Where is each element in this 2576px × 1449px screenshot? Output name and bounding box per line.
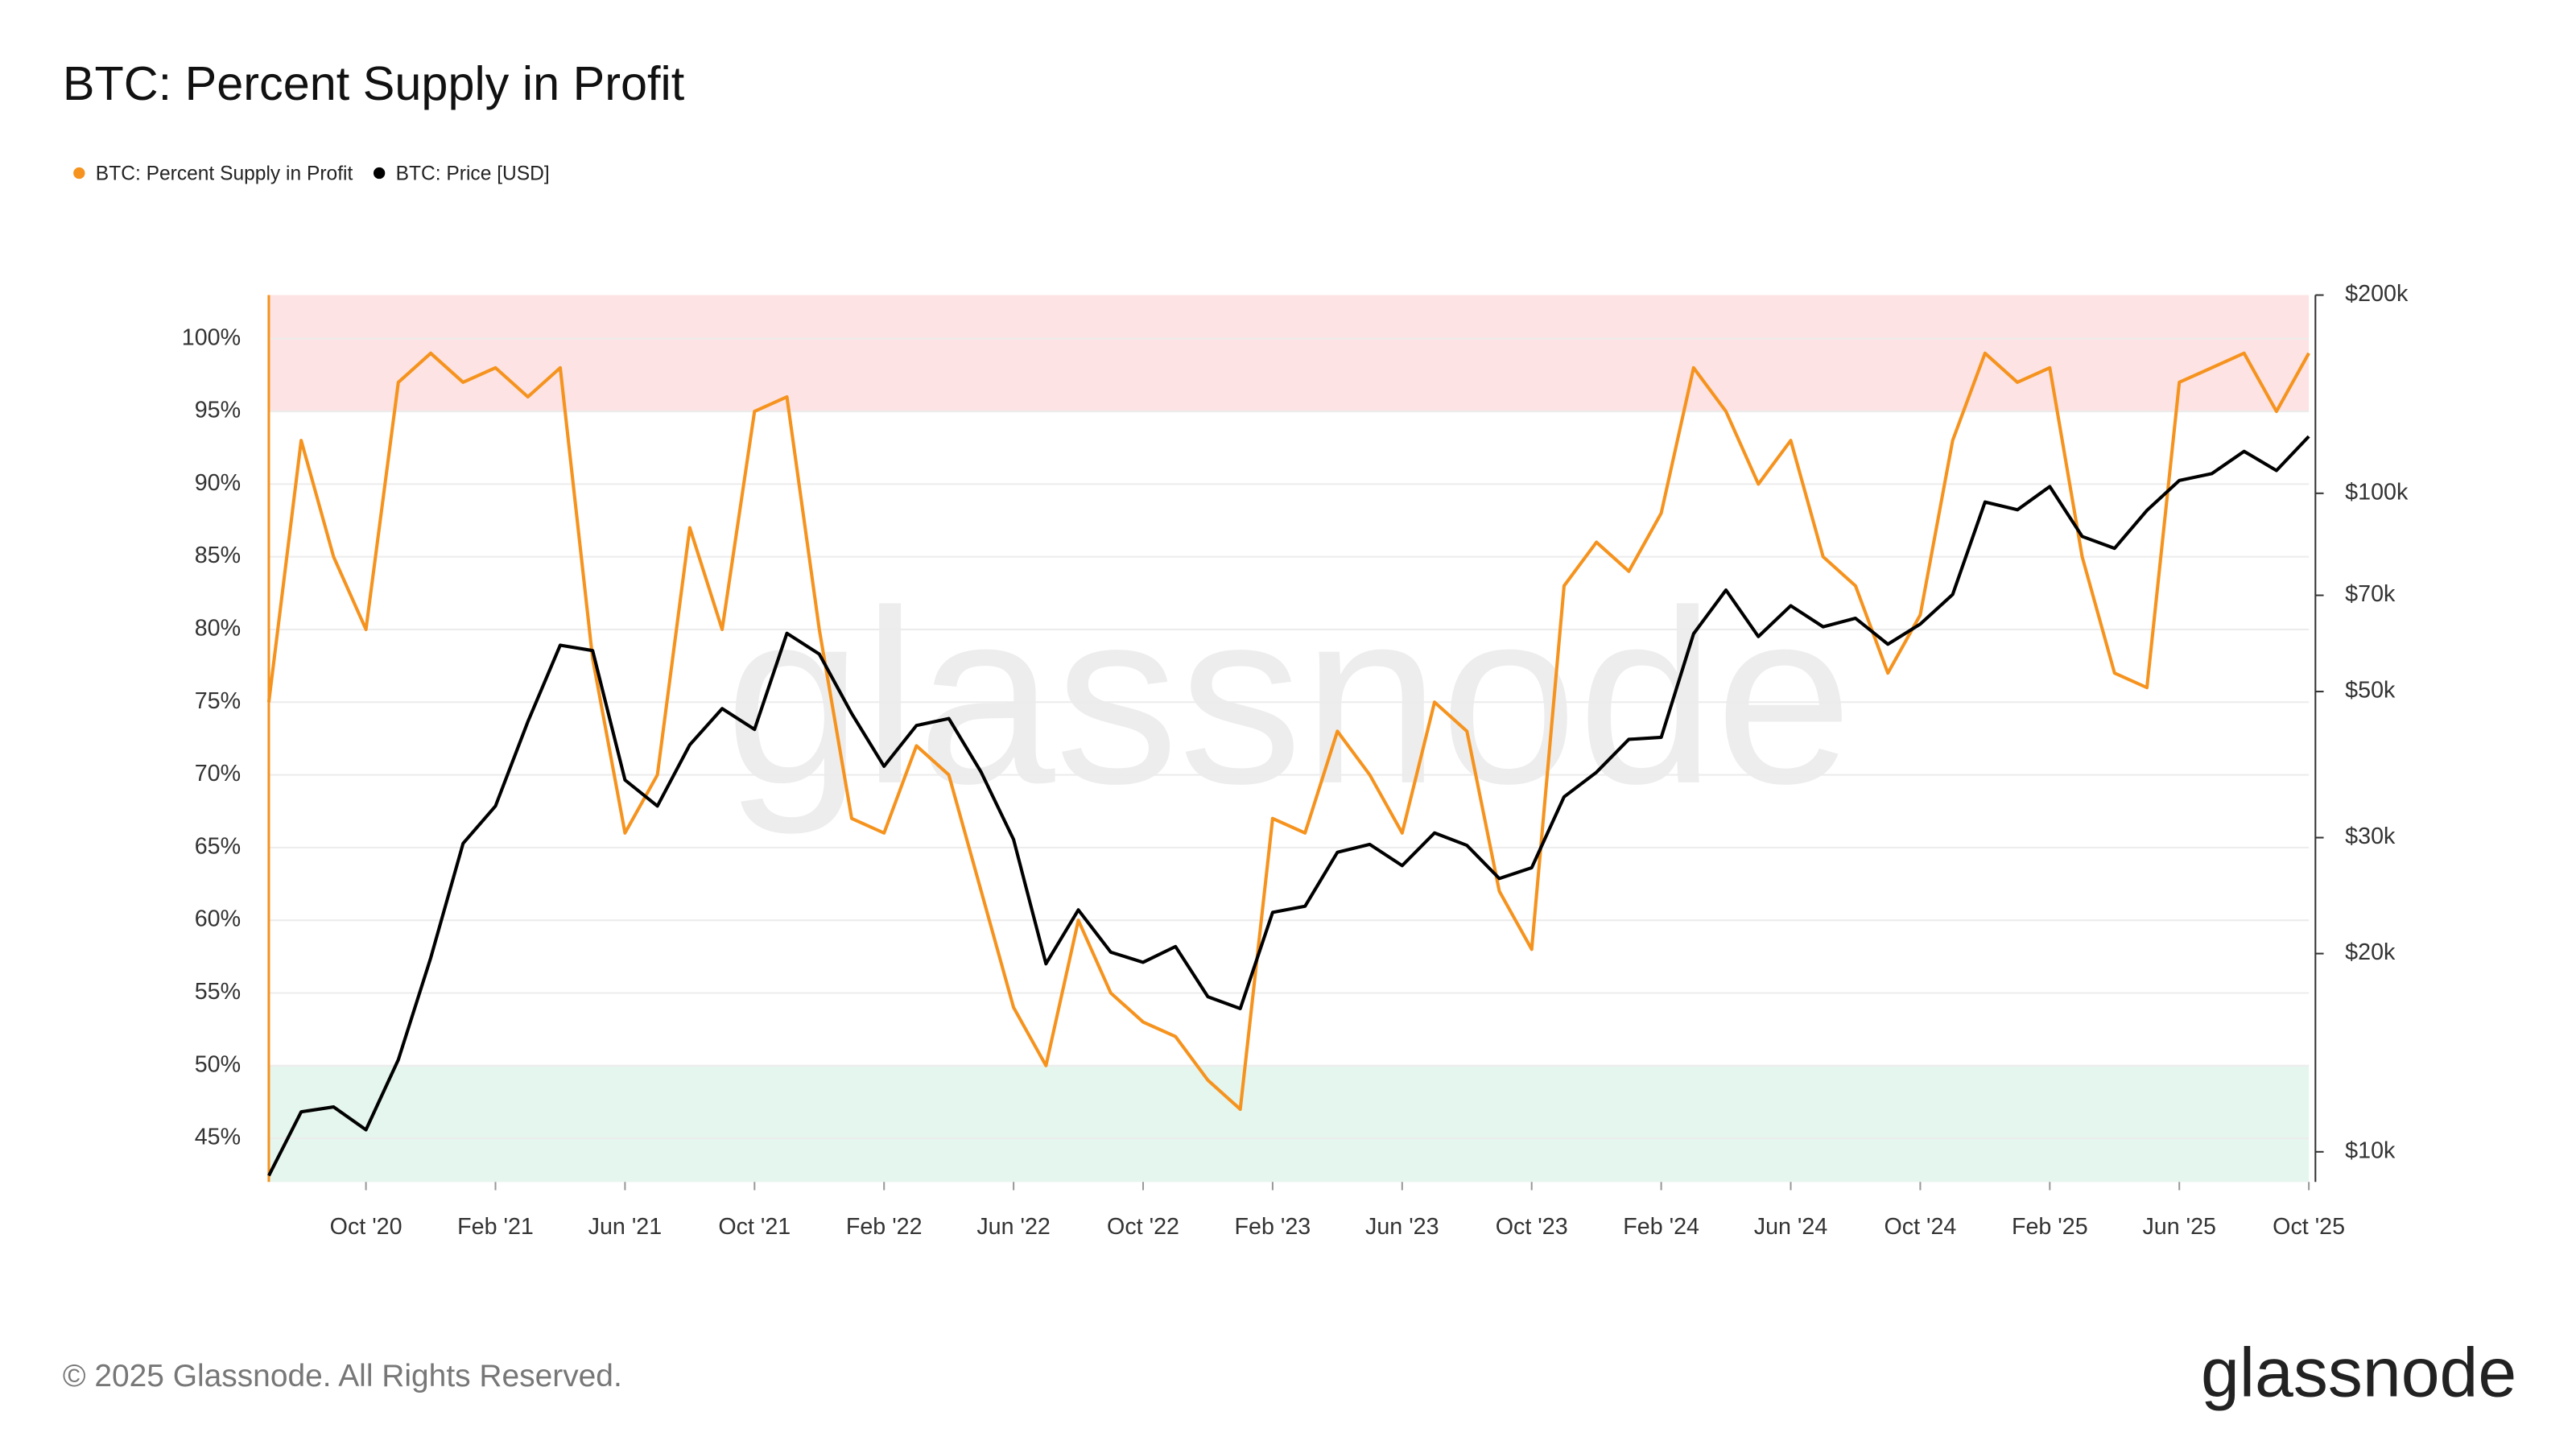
legend-label: BTC: Price [USD]	[396, 163, 550, 185]
y-tick-label: 60%	[195, 906, 241, 932]
x-tick-label: Feb '23	[1235, 1214, 1311, 1240]
x-tick-label: Jun '24	[1754, 1214, 1828, 1240]
x-tick-label: Oct '23	[1496, 1214, 1568, 1240]
band	[268, 1065, 2310, 1183]
y-tick-label: 45%	[195, 1125, 241, 1150]
x-tick-label: Oct '22	[1107, 1214, 1179, 1240]
y-tick-label: 75%	[195, 688, 241, 714]
y-tick-label: 80%	[195, 616, 241, 642]
footer: © 2025 Glassnode. All Rights Reserved.	[63, 1359, 622, 1393]
band	[268, 295, 2310, 412]
x-tick-label: Feb '22	[846, 1214, 923, 1240]
y2-tick-label: $20k	[2345, 939, 2396, 965]
y-tick-label: 50%	[195, 1051, 241, 1077]
y-tick-label: 70%	[195, 761, 241, 786]
y-tick-label: 90%	[195, 470, 241, 496]
x-tick-label: Oct '21	[718, 1214, 791, 1240]
y-tick-label: 95%	[195, 398, 241, 423]
y-tick-label: 55%	[195, 979, 241, 1005]
legend-marker	[73, 167, 85, 180]
series-line	[267, 435, 2310, 1177]
x-tick-label: Jun '22	[976, 1214, 1051, 1240]
x-tick-label: Jun '25	[2142, 1214, 2216, 1240]
series-line	[266, 351, 2310, 1111]
y-tick-label: 65%	[195, 833, 241, 859]
y2-tick-label: $50k	[2345, 678, 2396, 704]
y2-tick-label: $30k	[2345, 824, 2396, 849]
x-tick-label: Jun '23	[1365, 1214, 1439, 1240]
x-tick-label: Oct '25	[2273, 1214, 2345, 1240]
x-tick-label: Oct '20	[330, 1214, 402, 1240]
legend-marker	[373, 167, 386, 180]
x-tick-label: Jun '21	[588, 1214, 663, 1240]
y-tick-label: 100%	[182, 324, 241, 350]
x-tick-label: Feb '25	[2012, 1214, 2088, 1240]
y2-tick-label: $100k	[2345, 479, 2409, 505]
legend-label: BTC: Percent Supply in Profit	[96, 163, 353, 185]
y2-tick-label: $10k	[2345, 1137, 2396, 1163]
y2-tick-label: $200k	[2345, 281, 2409, 307]
x-tick-label: Feb '21	[457, 1214, 534, 1240]
logo: glassnode	[2201, 1335, 2516, 1412]
y-tick-label: 85%	[195, 543, 241, 568]
chart-title: BTC: Percent Supply in Profit	[63, 56, 685, 110]
x-tick-label: Oct '24	[1884, 1214, 1956, 1240]
x-tick-label: Feb '24	[1623, 1214, 1699, 1240]
watermark: glassnode	[725, 559, 1853, 836]
y2-tick-label: $70k	[2345, 581, 2396, 607]
